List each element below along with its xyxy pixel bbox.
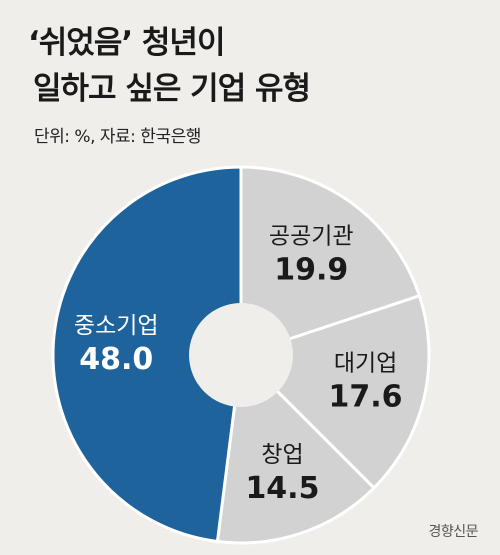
slice-3-value: 14.5 <box>245 471 319 506</box>
donut-hole <box>189 303 293 407</box>
slice-labels: 공공기관 19.9 대기업 17.6 창업 14.5 중소기업 48.0 <box>74 224 403 506</box>
slice-1-value: 19.9 <box>274 253 348 288</box>
unit-source-note: 단위: %, 자료: 한국은행 <box>34 127 201 147</box>
slice-1-label: 공공기관 <box>269 224 354 250</box>
slice-4-value: 48.0 <box>79 342 153 377</box>
slice-4-wedge <box>51 165 243 544</box>
slice-2-label: 대기업 <box>334 350 397 376</box>
slice-3-label: 창업 <box>261 442 303 468</box>
page-title: ‘쉬었음’ 청년이 일하고 싶은 기업 유형 <box>28 20 311 112</box>
slice-2-value: 17.6 <box>329 379 403 414</box>
publisher-credit: 경향신문 <box>428 524 478 540</box>
slice-1-wedge <box>239 165 422 358</box>
title-line-2: 일하고 싶은 기업 유형 <box>33 71 311 107</box>
title-line-1: ‘쉬었음’ 청년이 <box>28 25 225 61</box>
slice-4-label: 중소기업 <box>74 313 159 339</box>
